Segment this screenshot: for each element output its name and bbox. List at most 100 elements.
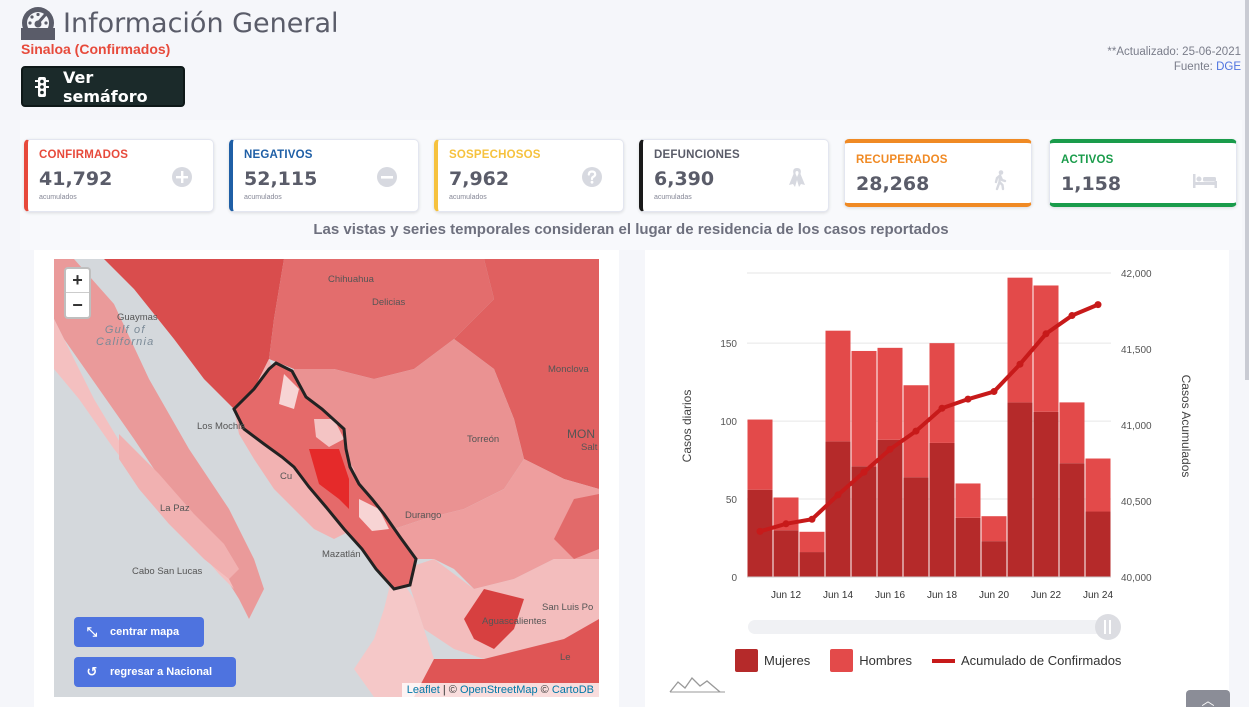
compress-icon: ⤡ (86, 624, 98, 639)
minus-circle-icon (377, 167, 397, 187)
map-panel: + − Chihuahua Delicias Guaymas Gulf of C… (34, 250, 619, 707)
map-label-salt: Salt (581, 442, 598, 453)
summary-cards: CONFIRMADOS 41,792 acumulados NEGATIVOS … (20, 120, 1242, 250)
chart-legend: Mujeres Hombres Acumulado de Confirmados (735, 649, 1129, 672)
choropleth-map[interactable]: + − Chihuahua Delicias Guaymas Gulf of C… (54, 259, 599, 697)
dashboard-gauge-icon (21, 7, 55, 40)
leaflet-link[interactable]: Leaflet (406, 684, 440, 696)
map-label-aguascalientes: Aguascalientes (482, 616, 547, 627)
y2-tick-label: 41,000 (1121, 421, 1152, 432)
card-confirmados[interactable]: CONFIRMADOS 41,792 acumulados (24, 139, 214, 212)
card-recuperados[interactable]: RECUPERADOS 28,268 (844, 139, 1032, 207)
map-attribution: Leaflet | © OpenStreetMap © CartoDB (401, 683, 599, 697)
line-point (834, 491, 842, 499)
bar-mujeres (877, 439, 903, 577)
source-link[interactable]: DGE (1216, 61, 1241, 73)
plus-circle-icon (172, 167, 192, 187)
bar-mujeres (955, 517, 981, 577)
bar-mujeres (929, 442, 955, 577)
map-label-mon: MON (567, 427, 595, 441)
card-sospechosos[interactable]: SOSPECHOSOS 7,962 acumulados (434, 139, 624, 212)
range-navigator-track[interactable] (748, 620, 1113, 634)
map-label-torreon: Torreón (467, 434, 500, 445)
ver-semaforo-button[interactable]: Ver semáforo (21, 66, 185, 107)
y-tick-label: 100 (720, 417, 737, 428)
x-tick-label: Jun 16 (875, 590, 905, 601)
card-negativos[interactable]: NEGATIVOS 52,115 acumulados (229, 139, 419, 212)
bar-mujeres (981, 541, 1007, 577)
bar-hombres (955, 483, 981, 518)
zoom-out-button[interactable]: − (72, 294, 83, 315)
bar-mujeres (1033, 411, 1059, 577)
legend-line-swatch (932, 658, 955, 663)
card-defunciones[interactable]: DEFUNCIONES 6,390 acumuladas (639, 139, 829, 212)
card-value: 41,792 (39, 168, 113, 190)
card-label: SOSPECHOSOS (449, 149, 541, 161)
bar-mujeres (825, 441, 851, 577)
bed-icon (1193, 174, 1217, 188)
carto-link[interactable]: CartoDB (551, 684, 594, 696)
y-tick-label: 0 (731, 573, 737, 584)
line-point (912, 427, 920, 435)
x-tick-label: Jun 20 (979, 590, 1009, 601)
legend-acumulado[interactable]: Acumulado de Confirmados (932, 653, 1121, 668)
bar-mujeres (851, 466, 877, 577)
bar-hombres (747, 419, 773, 490)
line-acumulado (759, 302, 1099, 534)
card-value: 7,962 (449, 168, 510, 190)
map-label-culiacan: Cu (280, 471, 293, 482)
card-value: 28,268 (856, 173, 930, 195)
ver-semaforo-label: Ver semáforo (62, 67, 148, 106)
y-tick-label: 150 (720, 339, 737, 350)
y2-tick-label: 40,000 (1121, 573, 1152, 584)
card-label: RECUPERADOS (856, 154, 948, 166)
back-to-national-label: regresar a Nacional (110, 666, 213, 678)
back-to-national-button[interactable]: ↺ regresar a Nacional (74, 657, 236, 687)
attrib-sep: | © (439, 684, 460, 696)
card-sublabel: acumulados (244, 194, 282, 201)
y-axis-label: Casos diarios (680, 390, 694, 463)
legend-hombres[interactable]: Hombres (830, 649, 912, 672)
zoom-control: + − (64, 267, 91, 319)
x-tick-label: Jun 14 (823, 590, 853, 601)
map-label-mazatlan: Mazatlán (322, 549, 361, 560)
bar-hombres (1007, 277, 1033, 403)
bar-mujeres (1059, 463, 1085, 577)
line-point (990, 388, 998, 396)
card-activos[interactable]: ACTIVOS 1,158 (1049, 139, 1237, 207)
card-label: ACTIVOS (1061, 154, 1114, 166)
bar-hombres (1033, 285, 1059, 412)
card-sublabel: acumuladas (654, 194, 692, 201)
map-label-durango: Durango (405, 510, 442, 521)
bar-hombres (851, 350, 877, 467)
y2-axis-label: Casos Acumulados (1179, 375, 1193, 478)
gulf-text: Gulf of California (96, 324, 155, 348)
center-map-button[interactable]: ⤡ centrar mapa (74, 617, 204, 647)
page-scrollbar[interactable] (1245, 0, 1249, 380)
daily-cases-chart: 0 50 100 150 40,000 40,500 41,000 41,500 42,000 J… (669, 269, 1193, 693)
card-sublabel: acumulados (449, 194, 487, 201)
line-point (938, 404, 946, 412)
page-title: Información General (63, 7, 339, 39)
mini-trend-icon (669, 676, 721, 693)
card-value: 52,115 (244, 168, 318, 190)
bar-hombres (877, 347, 903, 440)
legend-label: Acumulado de Confirmados (961, 653, 1122, 668)
line-point (860, 468, 868, 476)
scroll-top-button[interactable]: ︿ (1186, 690, 1230, 707)
chart-panel: 0 50 100 150 40,000 40,500 41,000 41,500 42,000 J… (645, 250, 1229, 707)
handle-grip (1104, 620, 1106, 634)
card-value: 1,158 (1061, 173, 1122, 195)
legend-mujeres[interactable]: Mujeres (735, 649, 810, 672)
range-navigator-handle[interactable] (1095, 614, 1121, 640)
osm-link[interactable]: OpenStreetMap (459, 684, 538, 696)
bar-hombres (929, 343, 955, 443)
bar-hombres (1059, 402, 1085, 464)
zoom-in-button[interactable]: + (66, 269, 89, 293)
map-label-gulf: Gulf of California (96, 324, 154, 348)
line-point (1094, 301, 1102, 309)
attrib-sep: © (537, 684, 552, 696)
map-label-guaymas: Guaymas (117, 312, 158, 323)
line-point (756, 527, 764, 535)
line-point (886, 445, 894, 453)
